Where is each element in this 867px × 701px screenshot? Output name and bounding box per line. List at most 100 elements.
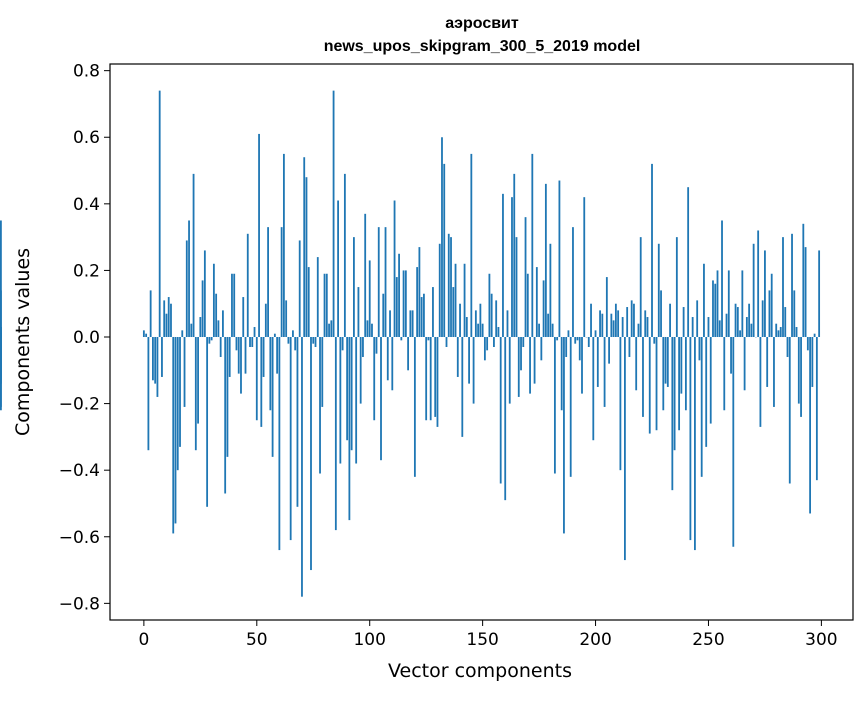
bar-92: [351, 337, 353, 450]
bar-135: [448, 234, 450, 337]
bar-131: [439, 244, 441, 337]
bar-54: [265, 304, 267, 337]
y-tick-label: 0.6: [73, 128, 100, 148]
bar-118: [409, 310, 411, 337]
bar-27: [204, 250, 206, 337]
bar-34: [220, 337, 222, 357]
bar-238: [680, 337, 682, 394]
bar-235: [674, 337, 676, 450]
x-axis-label: Vector components: [388, 660, 572, 682]
bar-11: [168, 297, 170, 337]
bar-237: [678, 337, 680, 430]
bar-275: [764, 250, 766, 337]
bar-24: [197, 337, 199, 424]
bar-167: [520, 337, 522, 370]
bar-45: [245, 337, 247, 374]
bar-241: [687, 187, 689, 337]
bar-107: [385, 227, 387, 337]
bar-114: [400, 337, 402, 340]
bar-113: [398, 254, 400, 337]
bar-79: [321, 337, 323, 407]
bar-129: [434, 337, 436, 417]
bar-73: [308, 267, 310, 337]
bar-26: [202, 280, 204, 337]
bar-127: [430, 337, 432, 420]
bar-236: [676, 237, 678, 337]
bar-49: [254, 327, 256, 337]
bar-undefined: [0, 220, 2, 337]
bar-110: [391, 337, 393, 390]
bar-122: [418, 247, 420, 337]
y-axis-label: Components values: [12, 248, 34, 436]
bar-254: [717, 270, 719, 337]
bar-202: [599, 310, 601, 337]
bar-247: [701, 337, 703, 477]
bar-240: [685, 337, 687, 410]
bar-292: [802, 224, 804, 337]
bar-42: [238, 337, 240, 374]
y-tick-label: −0.2: [59, 395, 100, 415]
bar-106: [382, 294, 384, 337]
bar-229: [660, 290, 662, 337]
bar-36: [224, 337, 226, 493]
bar-262: [735, 304, 737, 337]
bar-291: [800, 337, 802, 417]
bar-264: [739, 330, 741, 337]
y-tick-label: 0.8: [73, 62, 100, 82]
bar-undefined: [0, 337, 2, 384]
bar-77: [317, 257, 319, 337]
bar-267: [746, 317, 748, 337]
y-axis-ticks: −0.8−0.6−0.4−0.20.00.20.40.60.8: [59, 62, 110, 615]
bar-59: [276, 337, 278, 374]
bar-120: [414, 337, 416, 477]
bar-121: [416, 267, 418, 337]
bar-76: [315, 337, 317, 347]
bar-46: [247, 234, 249, 337]
bar-62: [283, 154, 285, 337]
bar-270: [753, 244, 755, 337]
bar-186: [563, 337, 565, 533]
bar-56: [269, 337, 271, 410]
bar-276: [766, 337, 768, 387]
bar-163: [511, 197, 513, 337]
bar-256: [721, 220, 723, 337]
bar-29: [208, 337, 210, 344]
bar-22: [193, 174, 195, 337]
bar-171: [529, 337, 531, 394]
bar-25: [199, 317, 201, 337]
bar-53: [263, 337, 265, 377]
bar-217: [633, 304, 635, 337]
y-tick-label: 0.0: [73, 328, 100, 348]
bar-130: [437, 337, 439, 427]
x-tick-label: 50: [246, 630, 268, 650]
bar-144: [468, 337, 470, 384]
bar-178: [545, 184, 547, 337]
bar-6: [157, 337, 159, 397]
bar-32: [215, 294, 217, 337]
bar-99: [367, 320, 369, 337]
bar-242: [689, 337, 691, 540]
bar-1: [145, 334, 147, 337]
bar-269: [750, 324, 752, 337]
bar-40: [233, 274, 235, 337]
bar-104: [378, 227, 380, 337]
bar-227: [656, 337, 658, 430]
bar-93: [353, 237, 355, 337]
bar-41: [236, 337, 238, 350]
bar-168: [522, 337, 524, 347]
bar-190: [572, 227, 574, 337]
bar-201: [597, 337, 599, 387]
bar-206: [608, 337, 610, 364]
bar-207: [610, 314, 612, 337]
bar-152: [486, 337, 488, 350]
bar-263: [737, 307, 739, 337]
bar-211: [619, 337, 621, 470]
bar-179: [547, 314, 549, 337]
bar-234: [671, 337, 673, 490]
bar-125: [425, 337, 427, 420]
bar-105: [380, 337, 382, 460]
bar-69: [299, 240, 301, 337]
bar-60: [278, 337, 280, 550]
x-tick-label: 200: [579, 630, 611, 650]
